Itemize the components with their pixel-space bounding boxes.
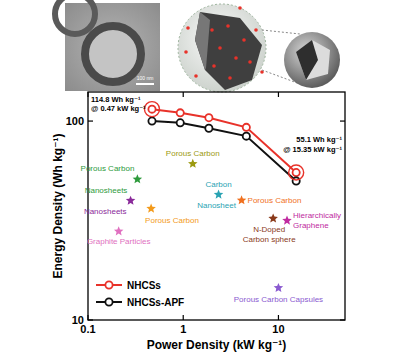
reference-label: N-Doped (253, 225, 285, 234)
legend-label: NHCSs-APF (127, 297, 184, 308)
reference-label: Carbon sphere (243, 235, 296, 244)
reference-label: Graphite Particles (87, 237, 151, 246)
reference-star (274, 283, 284, 292)
x-tick (183, 92, 184, 97)
reference-label: Porous Carbon (166, 149, 220, 158)
annotation: @ 15.35 kW kg⁻¹ (283, 145, 342, 154)
x-tick (278, 92, 279, 97)
y-tick-label: 10 (72, 314, 84, 326)
ion-dot (218, 46, 222, 50)
ion-dot (228, 76, 232, 80)
ion-dot (226, 24, 230, 28)
reference-label: Hierarchically (293, 211, 341, 220)
reference-star (214, 190, 224, 199)
marks (114, 102, 304, 292)
tem-image (65, 3, 160, 91)
series-point (177, 109, 184, 116)
reference-star (237, 195, 247, 204)
ion-dot (248, 60, 252, 64)
reference-star (133, 174, 143, 183)
y-tick (88, 319, 93, 320)
connector (262, 30, 300, 34)
series-point (205, 125, 212, 132)
reference-star (188, 159, 198, 168)
y-axis-label: Energy Density (Wh kg⁻¹) (51, 133, 65, 278)
labels: Porous Carbon Nanosheets Porous Carbon Carb… (81, 95, 343, 304)
x-tick (183, 315, 184, 320)
reference-star (146, 204, 156, 213)
y-tick (340, 120, 345, 121)
y-tick (88, 120, 93, 121)
reference-label: Carbon (205, 180, 231, 189)
ion-dot (210, 28, 214, 32)
ion-dot (212, 64, 216, 68)
reference-label: Porous Carbon (81, 164, 135, 173)
sphere-cut (296, 40, 330, 80)
highlight-circle (144, 102, 159, 117)
reference-label: Nanosheets (84, 207, 127, 216)
series-point (148, 106, 155, 113)
x-tick-label: 10 (272, 323, 284, 335)
reference-label: Nanosheet (197, 201, 236, 210)
reference-label: Porous Carbon Capsules (234, 295, 323, 304)
zoom-circle (178, 4, 266, 92)
reference-label: Porous Carbon (248, 196, 302, 205)
annotation: @ 0.47 kW kg⁻¹ (91, 104, 146, 113)
series-point (293, 169, 300, 176)
series-point (243, 124, 250, 131)
series-line (152, 109, 296, 172)
scale-bar-label: 100 nm (137, 75, 154, 81)
y-tick-label: 100 (66, 115, 84, 127)
axes: 0.111010100Power Density (kW kg⁻¹)Energy… (51, 92, 345, 352)
series-point (293, 177, 300, 184)
tem-sphere (55, 0, 95, 34)
legend-label: NHCSs (127, 280, 161, 291)
ion-dot (242, 38, 246, 42)
x-tick-label: 1 (180, 323, 186, 335)
legend-marker (105, 298, 112, 305)
sphere-cut (296, 40, 318, 80)
y-tick (340, 319, 345, 320)
shell-fragment (195, 12, 262, 90)
reference-star (114, 226, 124, 235)
series-line (152, 121, 296, 181)
series-point (177, 119, 184, 126)
reference-star (268, 213, 278, 222)
ion-dot (186, 26, 190, 30)
highlight-circle (289, 165, 304, 180)
legend: NHCSs NHCSs-APF (96, 280, 184, 308)
reference-star (282, 216, 292, 225)
ion-dot (238, 6, 242, 10)
legend-marker (105, 281, 112, 288)
series-point (205, 114, 212, 121)
illustrations: 100 nm (55, 0, 340, 92)
series-point (148, 117, 155, 124)
ion-dot (194, 74, 198, 78)
scale-bar (136, 83, 154, 85)
reference-label: Porous Carbon (145, 216, 199, 225)
x-tick (87, 315, 88, 320)
x-tick (87, 92, 88, 97)
x-tick (278, 315, 279, 320)
reference-label: Nanosheets (85, 186, 128, 195)
ion-dot (254, 28, 258, 32)
shell-fragment (195, 12, 210, 70)
ion-dot (234, 56, 238, 60)
ion-dot (184, 50, 188, 54)
annotation: 114.8 Wh kg⁻¹ (91, 95, 141, 104)
series-point (243, 133, 250, 140)
reference-star (126, 196, 136, 205)
tem-sphere (85, 26, 141, 82)
figure: 100 nm0.111010100Power Density (kW kg⁻¹)… (0, 0, 412, 355)
sphere (284, 32, 340, 88)
reference-label: Graphene (293, 221, 329, 230)
annotation: 55.1 Wh kg⁻¹ (296, 135, 342, 144)
x-axis-label: Power Density (kW kg⁻¹) (147, 338, 287, 352)
